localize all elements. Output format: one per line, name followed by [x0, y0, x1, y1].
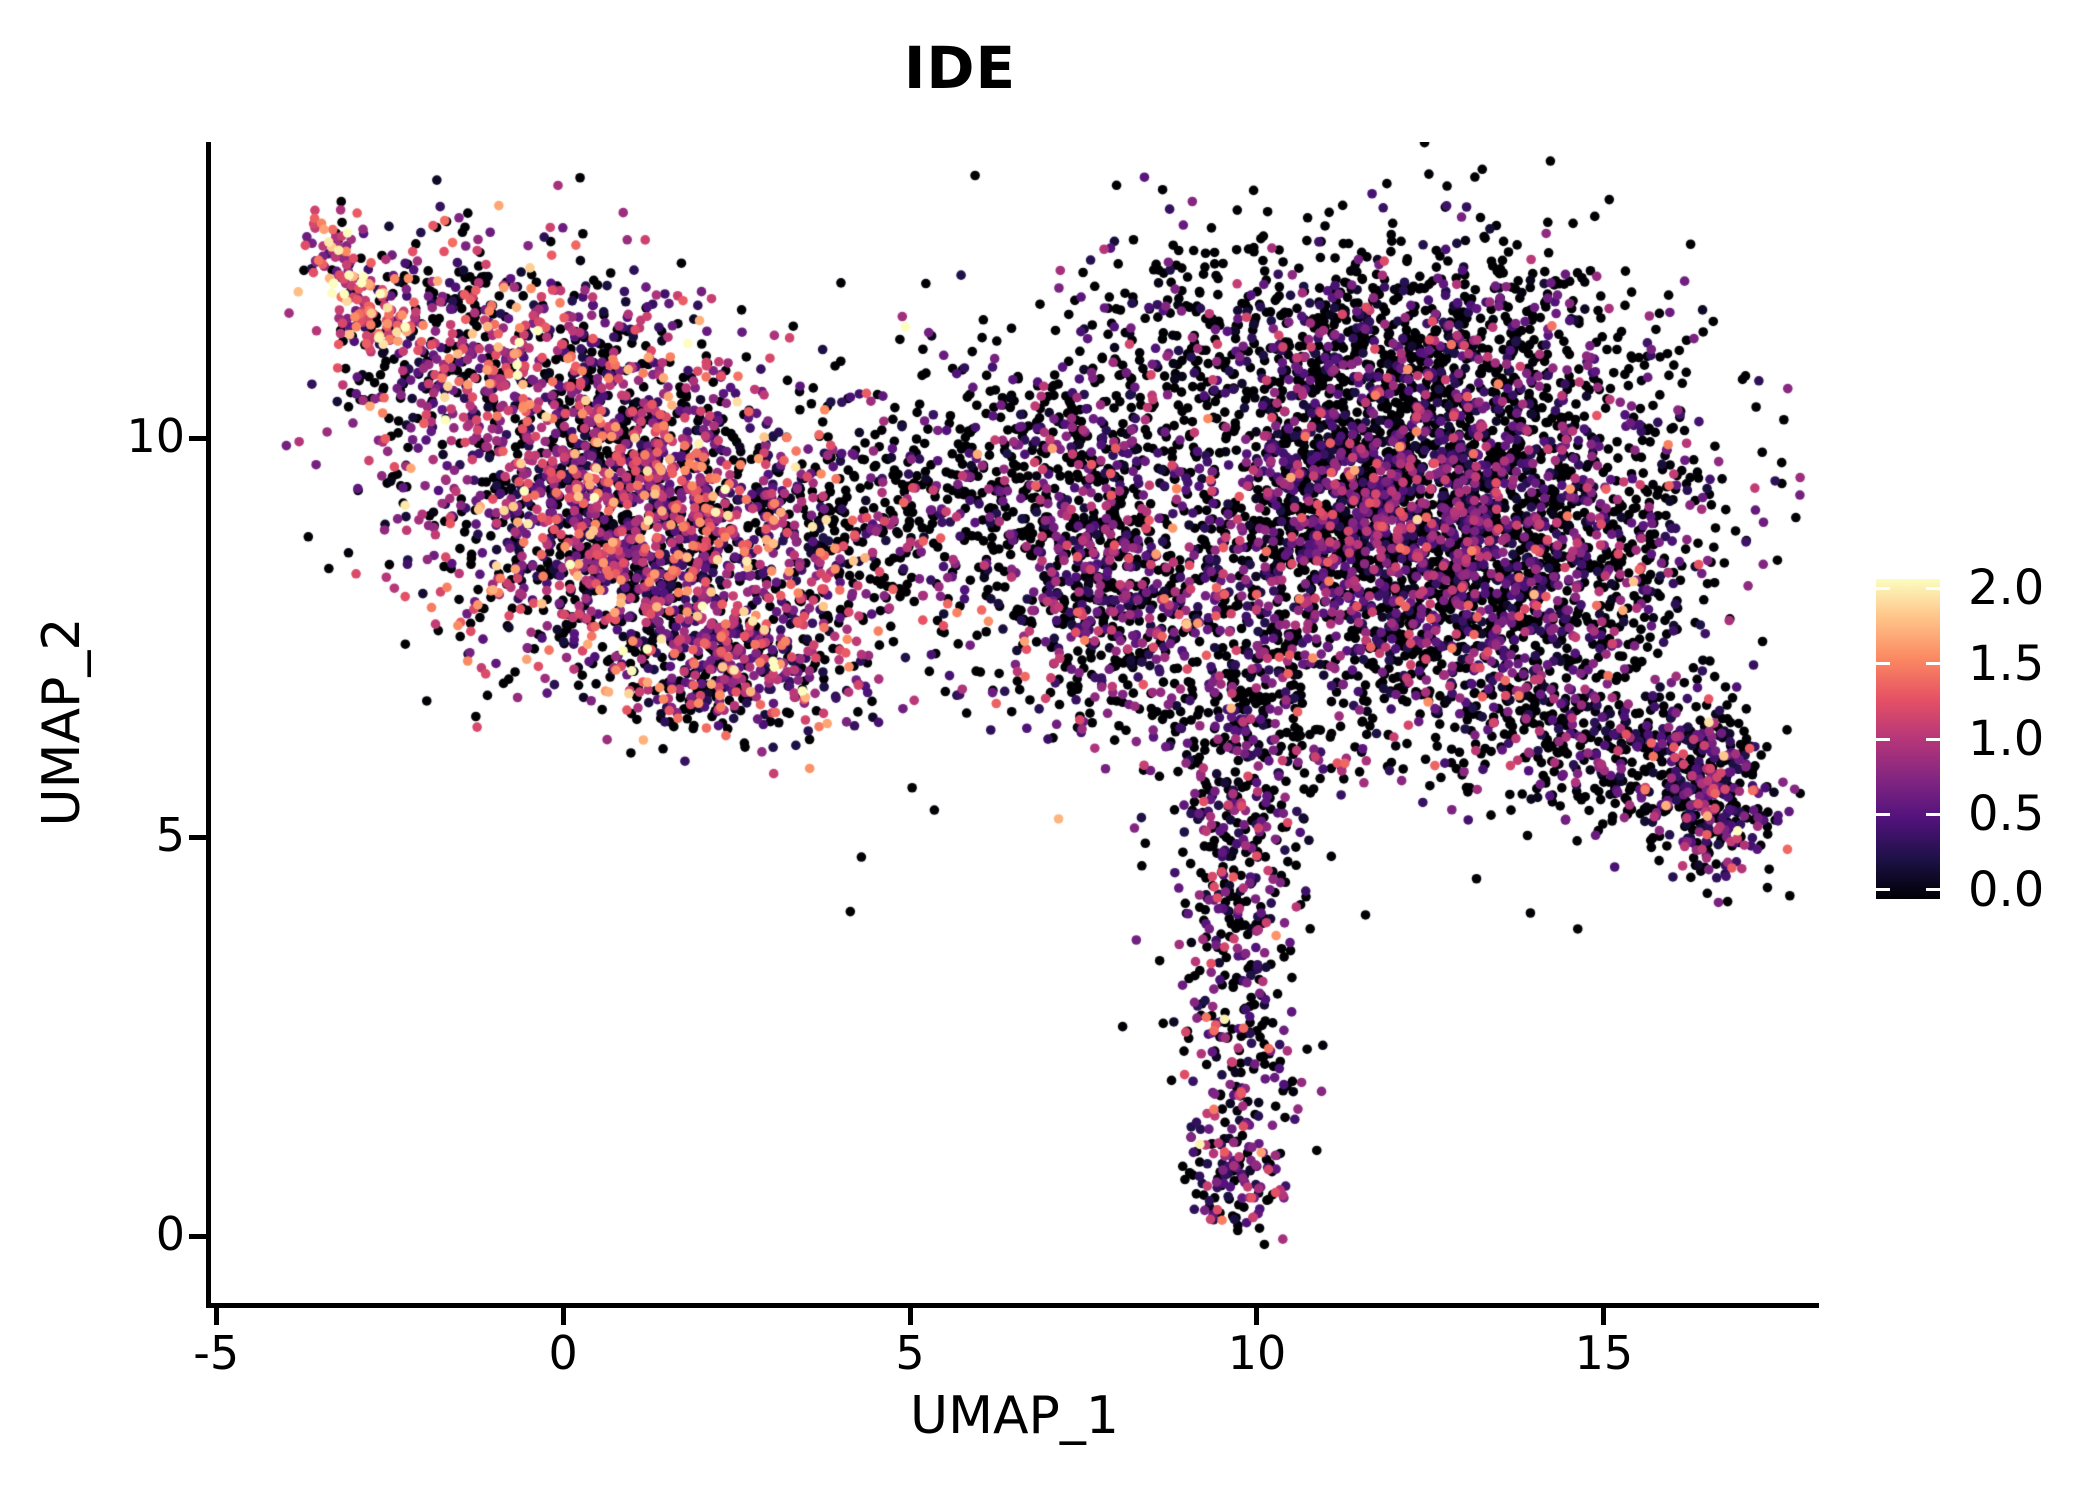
colorbar-tick-mark — [1926, 737, 1940, 741]
colorbar-tick-mark — [1876, 737, 1890, 741]
colorbar-tick-label: 0.5 — [1968, 786, 2045, 843]
x-tick-label: 10 — [1227, 1326, 1287, 1380]
y-axis-title: UMAP_2 — [32, 617, 92, 827]
x-axis-title: UMAP_1 — [910, 1386, 1119, 1446]
x-tick-mark — [1601, 1308, 1607, 1325]
y-tick-label: 10 — [126, 408, 185, 463]
x-tick-mark — [907, 1308, 913, 1325]
y-axis-spine — [206, 142, 211, 1308]
x-tick-label: -5 — [193, 1326, 240, 1380]
y-tick-label: 5 — [155, 807, 185, 862]
colorbar-tick-mark — [1926, 662, 1940, 666]
colorbar-tick-label: 0.0 — [1968, 861, 2045, 918]
colorbar-tick-label: 2.0 — [1968, 560, 2045, 617]
colorbar-tick-mark — [1876, 662, 1890, 666]
y-tick-mark — [189, 436, 206, 442]
x-tick-mark — [1254, 1308, 1260, 1325]
x-tick-label: 15 — [1574, 1326, 1634, 1380]
chart-title: IDE — [903, 34, 1017, 102]
colorbar-tick-label: 1.5 — [1968, 635, 2045, 692]
colorbar-tick-mark — [1926, 586, 1940, 590]
y-tick-mark — [189, 1234, 206, 1240]
y-tick-label: 0 — [155, 1206, 185, 1261]
colorbar-tick-mark — [1926, 888, 1940, 892]
x-tick-mark — [213, 1308, 219, 1325]
x-tick-label: 0 — [548, 1326, 578, 1380]
x-tick-label: 5 — [895, 1326, 925, 1380]
colorbar-tick-mark — [1876, 888, 1890, 892]
colorbar-tick-mark — [1876, 586, 1890, 590]
x-tick-mark — [560, 1308, 566, 1325]
y-tick-mark — [189, 835, 206, 841]
colorbar-tick-label: 1.0 — [1968, 711, 2045, 767]
colorbar-tick-mark — [1876, 812, 1890, 816]
colorbar-tick-mark — [1926, 812, 1940, 816]
umap-scatter-canvas — [210, 142, 1819, 1306]
x-axis-spine — [206, 1303, 1819, 1308]
